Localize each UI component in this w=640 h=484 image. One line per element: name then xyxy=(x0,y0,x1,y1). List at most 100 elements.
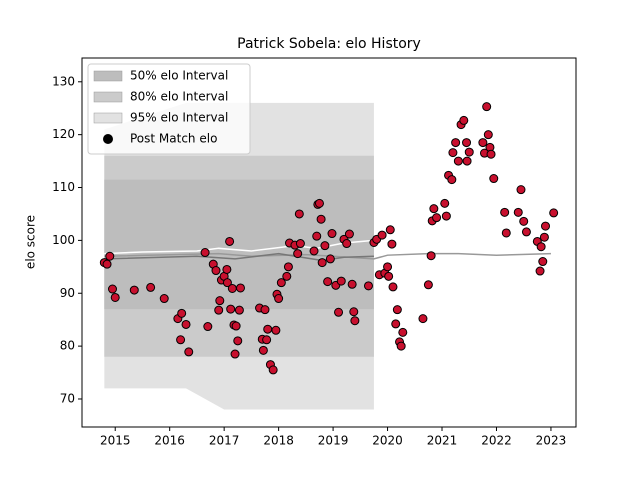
x-tick-label: 2021 xyxy=(427,434,458,448)
point xyxy=(344,229,354,239)
point xyxy=(309,246,319,256)
legend-marker xyxy=(103,134,113,144)
legend-frame xyxy=(87,63,251,155)
point xyxy=(429,204,439,214)
point xyxy=(350,316,360,326)
point xyxy=(549,208,559,218)
point xyxy=(283,262,293,272)
point xyxy=(448,148,458,158)
point xyxy=(342,239,352,249)
point xyxy=(200,248,210,258)
point xyxy=(177,308,187,318)
point xyxy=(432,213,442,223)
y-tick-label: 90 xyxy=(60,286,75,300)
point xyxy=(377,230,387,240)
point xyxy=(274,294,284,304)
x-tick-label: 2016 xyxy=(154,434,185,448)
point xyxy=(462,138,472,148)
point xyxy=(226,304,236,314)
point xyxy=(159,294,169,304)
point xyxy=(347,279,357,289)
point xyxy=(260,305,270,315)
point xyxy=(323,277,333,287)
y-tick-label: 120 xyxy=(52,127,75,141)
point xyxy=(263,324,273,334)
point xyxy=(540,221,550,231)
point xyxy=(501,228,511,238)
point xyxy=(384,271,394,281)
interval-band xyxy=(104,179,374,310)
point xyxy=(316,214,326,224)
point xyxy=(482,102,492,112)
point xyxy=(105,251,115,261)
point xyxy=(486,149,496,159)
point xyxy=(516,185,526,195)
point xyxy=(312,231,322,241)
point xyxy=(176,335,186,345)
point xyxy=(385,225,395,235)
point xyxy=(211,266,221,276)
point xyxy=(222,278,232,288)
point xyxy=(214,305,224,315)
point xyxy=(363,281,373,291)
plot-area xyxy=(99,102,559,410)
point xyxy=(462,156,472,166)
point xyxy=(396,341,406,351)
point xyxy=(500,207,510,217)
x-tick-label: 2020 xyxy=(372,434,403,448)
point xyxy=(383,262,393,272)
chart-title: Patrick Sobela: elo History xyxy=(237,36,421,52)
point xyxy=(538,257,548,267)
x-tick-label: 2019 xyxy=(318,434,349,448)
point xyxy=(225,236,235,246)
point xyxy=(387,239,397,249)
x-tick-label: 2023 xyxy=(536,434,567,448)
y-tick-label: 100 xyxy=(52,233,75,247)
point xyxy=(268,365,278,375)
point xyxy=(539,232,549,242)
line xyxy=(104,252,551,260)
legend-label: 50% elo Interval xyxy=(130,69,228,83)
point xyxy=(235,283,245,293)
point xyxy=(294,209,304,219)
point xyxy=(325,254,335,264)
point xyxy=(483,130,493,140)
point xyxy=(262,335,272,345)
point xyxy=(327,229,337,239)
x-tick-label: 2015 xyxy=(100,434,131,448)
point xyxy=(391,319,401,329)
y-tick-label: 70 xyxy=(60,391,75,405)
x-tick-label: 2018 xyxy=(263,434,294,448)
point xyxy=(203,322,213,332)
point xyxy=(271,325,281,335)
x-tick-label: 2017 xyxy=(209,434,240,448)
point xyxy=(233,336,243,346)
point xyxy=(234,305,244,315)
point xyxy=(258,345,268,355)
legend-swatch xyxy=(93,112,123,124)
point xyxy=(441,211,451,221)
point xyxy=(276,278,286,288)
point xyxy=(336,276,346,286)
point xyxy=(181,319,191,329)
point xyxy=(108,284,118,294)
y-tick-label: 110 xyxy=(52,180,75,194)
point xyxy=(478,138,488,148)
point xyxy=(146,282,156,292)
y-axis-label: elo score xyxy=(24,215,38,269)
point xyxy=(314,198,324,208)
point xyxy=(129,285,139,295)
point xyxy=(418,314,428,324)
y-tick-label: 80 xyxy=(60,339,75,353)
axes-frame xyxy=(81,57,577,428)
point xyxy=(215,296,225,306)
point xyxy=(521,227,531,237)
point xyxy=(227,283,237,293)
point xyxy=(334,307,344,317)
legend-label: Post Match elo xyxy=(130,132,217,146)
point xyxy=(320,241,330,251)
point xyxy=(423,280,433,290)
point xyxy=(536,242,546,252)
legend: 50% elo Interval 80% elo Interval 95% elo … xyxy=(87,63,251,155)
point xyxy=(349,307,359,317)
